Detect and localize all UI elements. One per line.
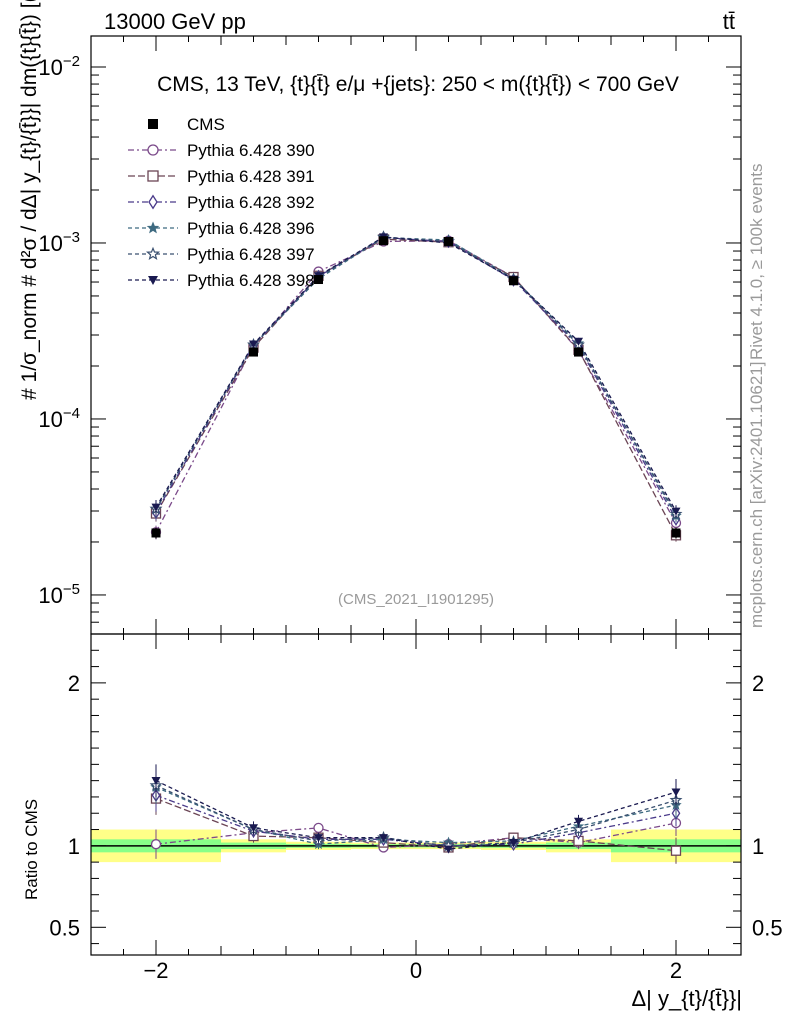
legend-item-series-1: Pythia 6.428 390 <box>128 141 315 160</box>
ratio-uncertainty-bands <box>91 829 741 863</box>
data-point <box>444 236 453 246</box>
ratio-point <box>249 824 258 833</box>
ratio-point <box>313 822 324 834</box>
legend-marker <box>145 246 161 261</box>
header-process: tt̄ <box>723 9 735 34</box>
y-tick-label-main: 10−3 <box>38 229 80 256</box>
y-tick-label-ratio: 0.5 <box>49 915 80 940</box>
y-tick-label-main: 10−2 <box>38 53 80 80</box>
ratio-point <box>379 834 388 843</box>
data-point <box>574 347 583 357</box>
data-point <box>671 528 681 538</box>
ratio-point <box>572 822 585 836</box>
series-6-ratio <box>151 764 681 854</box>
ratio-point <box>314 834 323 843</box>
legend-label: Pythia 6.428 391 <box>187 167 315 186</box>
ratio-point <box>444 845 453 854</box>
series-point <box>671 507 681 516</box>
legend-label: Pythia 6.428 398 <box>187 271 315 290</box>
y-tick-label-ratio-right: 2 <box>752 671 764 696</box>
legend-item-series-3: Pythia 6.428 392 <box>128 193 315 212</box>
series-point <box>574 337 583 346</box>
ratio-line <box>155 784 677 847</box>
cms-data-main <box>151 236 681 539</box>
rivet-version-label: Rivet 4.1.0, ≥ 100k events <box>747 164 766 360</box>
legend-marker <box>147 170 159 182</box>
ratio-panel-frame <box>90 633 742 956</box>
ratio-point <box>151 777 161 786</box>
legend-marker <box>148 194 158 210</box>
y-axis-title-ratio: Ratio to CMS <box>22 799 41 900</box>
series-line <box>155 238 677 536</box>
ratio-panel-plot-area <box>149 764 683 864</box>
ratio-point <box>574 817 583 826</box>
chart-title: CMS, 13 TeV, {t}{t̄} e/μ +{jets}: 250 < … <box>157 73 679 96</box>
legend-item-series-6: Pythia 6.428 398 <box>128 271 315 290</box>
legend-label: Pythia 6.428 392 <box>187 193 315 212</box>
ratio-line <box>155 780 677 850</box>
legend-marker <box>148 276 158 285</box>
legend-marker <box>148 119 158 129</box>
ratio-line <box>155 797 677 852</box>
axes: −2 0 2 10−2 10−3 10−4 10−5 2 2 1 1 0.5 0.5 <box>38 36 783 983</box>
legend-label: Pythia 6.428 397 <box>187 245 315 264</box>
legend-label: Pythia 6.428 390 <box>187 141 315 160</box>
ratio-point <box>670 845 682 856</box>
legend-item-cms: CMS <box>148 115 225 134</box>
y-tick-label-ratio-right: 0.5 <box>752 915 783 940</box>
x-tick-label: 2 <box>670 958 682 983</box>
ratio-line <box>155 822 677 849</box>
legend: CMS Pythia 6.428 390 Pythia 6.428 391 Pythi… <box>128 115 315 290</box>
data-point <box>509 276 518 286</box>
x-tick-label: 0 <box>410 958 422 983</box>
y-tick-label-main: 10−5 <box>38 581 80 608</box>
ratio-point <box>671 788 681 797</box>
legend-label: Pythia 6.428 396 <box>187 219 315 238</box>
y-axis-title-main: # 1/σ_norm # d²σ / dΔ| y_{t}/{t̄}}| dm({… <box>18 0 41 400</box>
data-point <box>249 347 258 357</box>
ratio-line <box>155 786 677 845</box>
data-point <box>151 528 161 538</box>
series-point <box>151 503 161 512</box>
y-tick-label-main: 10−4 <box>38 405 80 432</box>
y-tick-label-ratio: 1 <box>68 834 80 859</box>
series-point <box>249 340 258 349</box>
series-line <box>155 236 677 512</box>
legend-marker <box>147 144 159 156</box>
data-point <box>379 236 388 246</box>
analysis-tag: (CMS_2021_I1901295) <box>338 591 494 608</box>
legend-label: CMS <box>187 115 225 134</box>
y-tick-label-ratio-right: 1 <box>752 834 764 859</box>
mcplots-label: mcplots.cern.ch [arXiv:2401.10621] <box>747 362 766 628</box>
ratio-line <box>155 794 677 847</box>
header-energy: 13000 GeV pp <box>104 9 246 34</box>
x-tick-label: −2 <box>143 958 168 983</box>
main-panel-plot-area <box>149 230 683 542</box>
data-point <box>314 275 323 285</box>
legend-item-series-4: Pythia 6.428 396 <box>128 219 315 238</box>
legend-marker <box>146 221 160 234</box>
x-axis-title: Δ| y_{t}/{t̄}}| <box>631 986 742 1011</box>
ratio-point <box>509 838 518 848</box>
legend-item-series-5: Pythia 6.428 397 <box>128 245 315 264</box>
legend-item-series-2: Pythia 6.428 391 <box>128 167 315 186</box>
ratio-point <box>150 839 162 850</box>
y-tick-label-ratio: 2 <box>68 671 80 696</box>
